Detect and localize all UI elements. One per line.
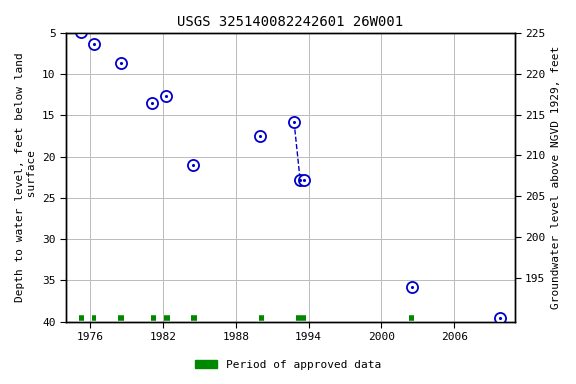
Title: USGS 325140082242601 26W001: USGS 325140082242601 26W001 — [177, 15, 403, 29]
Y-axis label: Depth to water level, feet below land
 surface: Depth to water level, feet below land su… — [15, 53, 37, 302]
Legend: Period of approved data: Period of approved data — [191, 356, 385, 375]
Y-axis label: Groundwater level above NGVD 1929, feet: Groundwater level above NGVD 1929, feet — [551, 46, 561, 309]
